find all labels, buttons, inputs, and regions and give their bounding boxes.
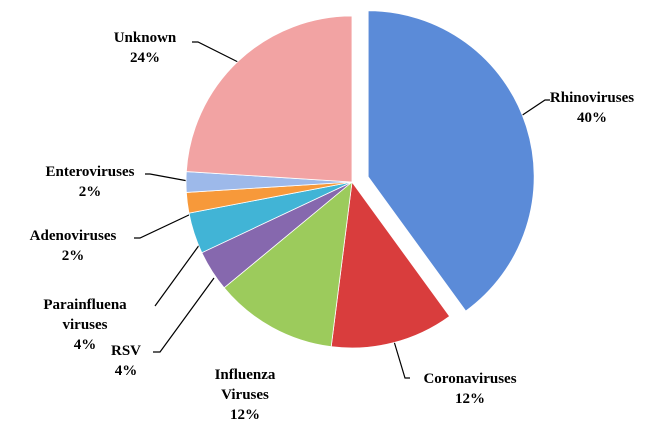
data-label: RSV 4% <box>96 341 156 381</box>
pie-slice <box>223 181 353 348</box>
percent-label: 2% <box>78 184 102 200</box>
category-name: RSV <box>110 343 141 359</box>
leader-line <box>134 213 192 239</box>
leader-line <box>392 337 410 379</box>
percent-label: 2% <box>61 248 85 264</box>
data-label: Parainfluena viruses 4% <box>30 295 140 355</box>
percent-label: 4% <box>73 337 97 353</box>
pie-slice <box>330 180 451 349</box>
category-name: Influenza Viruses <box>214 367 276 403</box>
percent-label: 4% <box>114 363 138 379</box>
leader-lines <box>134 41 550 379</box>
percent-label: 40% <box>577 110 607 126</box>
leader-line <box>517 99 550 119</box>
data-label: Rhinoviruses 40% <box>532 88 652 128</box>
percent-label: 24% <box>130 50 160 66</box>
data-label: Unknown 24% <box>90 28 200 68</box>
leader-line <box>154 243 201 307</box>
category-name: Adenoviruses <box>29 228 117 244</box>
category-name: Coronaviruses <box>423 371 517 387</box>
category-name: Parainfluena viruses <box>43 297 127 333</box>
leader-line <box>153 277 215 353</box>
data-label: Coronaviruses 12% <box>405 369 535 409</box>
data-label: Adenoviruses 2% <box>13 226 133 266</box>
percent-label: 12% <box>455 391 485 407</box>
leader-line <box>145 173 189 182</box>
pie-slice <box>367 10 535 312</box>
data-label: Influenza Viruses 12% <box>200 365 290 425</box>
percent-label: 12% <box>230 407 260 423</box>
pie-slice <box>185 15 353 183</box>
category-name: Rhinoviruses <box>549 90 635 106</box>
leader-line <box>192 41 239 63</box>
category-name: Unknown <box>113 30 177 46</box>
data-label: Enteroviruses 2% <box>25 162 155 202</box>
category-name: Enteroviruses <box>45 164 135 180</box>
